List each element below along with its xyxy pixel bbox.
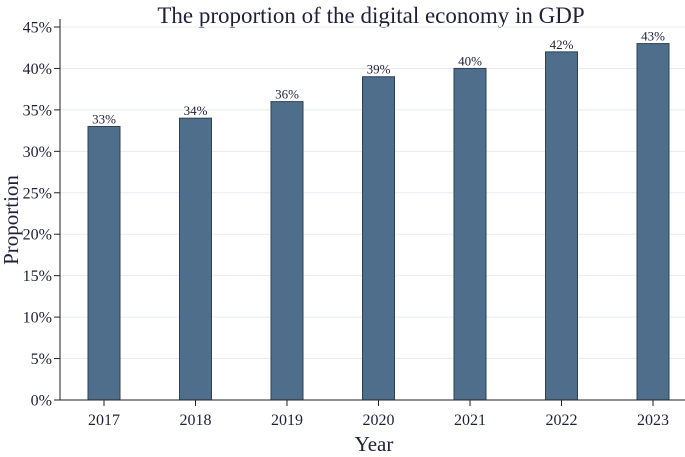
- y-tick-label: 5%: [31, 351, 52, 368]
- x-tick-label-2021: 2021: [454, 412, 486, 429]
- x-tick-label-2017: 2017: [88, 412, 120, 429]
- bar-2021: [453, 67, 487, 401]
- chart-title: The proportion of the digital economy in…: [157, 3, 584, 28]
- data-label-2022: 42%: [550, 37, 574, 52]
- y-tick-label: 10%: [23, 310, 52, 327]
- bar-2020: [362, 76, 395, 401]
- x-tick-label-2020: 2020: [363, 412, 395, 429]
- y-tick-label: 30%: [23, 144, 52, 161]
- x-tick-label-2018: 2018: [180, 412, 212, 429]
- x-axis-label: Year: [355, 432, 394, 456]
- bar-2019: [270, 101, 304, 401]
- y-axis-ticks: 0% 5% 10% 15% 20% 25% 30% 35% 40% 45%: [23, 20, 60, 410]
- y-tick-label: 45%: [23, 20, 52, 37]
- y-tick-label: 40%: [23, 61, 52, 78]
- y-tick-label: 0%: [31, 393, 52, 410]
- y-tick-label: 35%: [23, 102, 52, 119]
- y-axis-label: Proportion: [0, 175, 23, 265]
- x-tick-label-2023: 2023: [637, 412, 669, 429]
- data-label-2019: 36%: [275, 87, 299, 102]
- bar-2018: [179, 117, 212, 401]
- data-label-2020: 39%: [367, 62, 391, 77]
- y-tick-label: 20%: [23, 227, 52, 244]
- x-tick-label-2019: 2019: [271, 412, 303, 429]
- bar-2017: [87, 125, 121, 401]
- data-label-2023: 43%: [641, 29, 665, 44]
- x-axis-ticks: 2017 2018 2019 2020 2021 2022 2023: [88, 400, 669, 429]
- bar-2023: [636, 43, 670, 401]
- data-label-2018: 34%: [184, 103, 208, 118]
- y-tick-label: 25%: [23, 185, 52, 202]
- x-tick-label-2022: 2022: [546, 412, 578, 429]
- bars: 33% 34% 36% 39% 40% 42% 43%: [87, 29, 670, 401]
- data-label-2021: 40%: [458, 53, 482, 68]
- y-tick-label: 15%: [23, 268, 52, 285]
- bar-2022: [545, 51, 578, 401]
- data-label-2017: 33%: [92, 111, 116, 126]
